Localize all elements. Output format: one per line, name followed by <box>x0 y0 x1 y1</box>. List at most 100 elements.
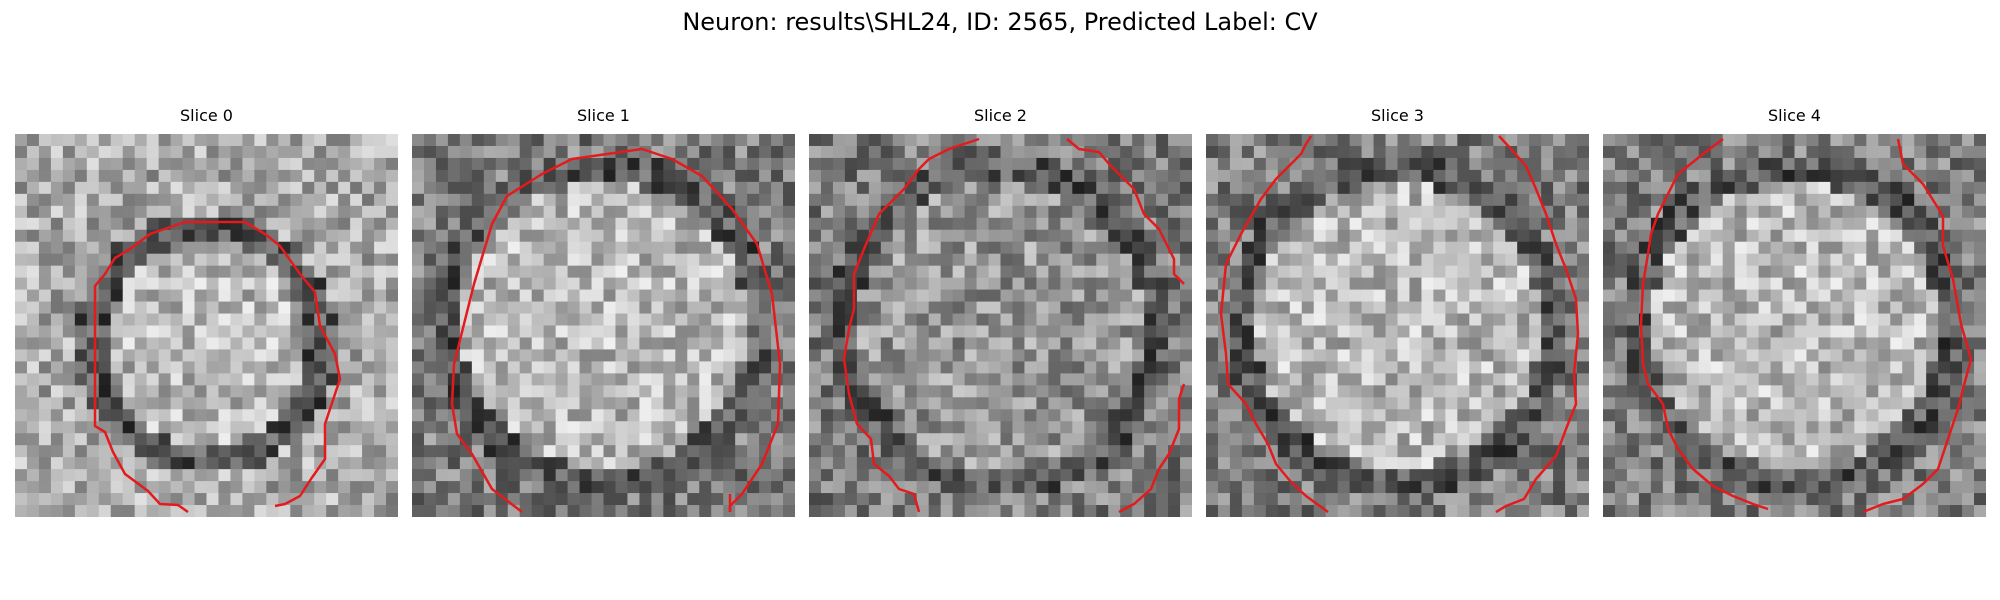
pixel <box>1337 469 1351 482</box>
pixel <box>435 217 449 231</box>
pixel <box>1553 217 1566 231</box>
pixel <box>1156 337 1169 350</box>
pixel <box>1541 229 1554 243</box>
pixel <box>1385 457 1398 470</box>
pixel <box>98 253 112 267</box>
pixel <box>1950 241 1963 255</box>
pixel <box>1614 409 1628 422</box>
pixel <box>1373 253 1387 267</box>
pixel <box>699 313 712 326</box>
pixel <box>567 157 581 171</box>
pixel <box>627 265 640 279</box>
pixel <box>362 217 375 231</box>
pixel <box>326 469 339 482</box>
pixel <box>1168 409 1181 422</box>
pixel <box>627 469 640 482</box>
pixel <box>495 289 509 303</box>
pixel <box>1000 217 1013 231</box>
pixel <box>1638 349 1652 362</box>
pixel <box>50 145 64 159</box>
pixel <box>1289 457 1303 470</box>
pixel <box>483 349 497 362</box>
pixel <box>1878 134 1891 147</box>
pixel <box>964 253 978 267</box>
pixel <box>1638 289 1652 303</box>
pixel <box>844 445 858 458</box>
pixel <box>74 313 88 326</box>
pixel <box>1156 469 1169 482</box>
pixel <box>868 397 882 410</box>
pixel <box>1373 397 1387 410</box>
pixel <box>86 145 100 159</box>
pixel <box>663 193 676 207</box>
pixel <box>1409 289 1422 303</box>
pixel <box>1577 385 1589 398</box>
pixel <box>1156 217 1169 231</box>
pixel <box>1974 205 1986 219</box>
pixel <box>98 301 112 315</box>
pixel <box>579 397 593 410</box>
pixel <box>892 433 906 446</box>
pixel <box>783 457 795 470</box>
pixel <box>1120 433 1133 446</box>
pixel <box>86 229 100 243</box>
pixel <box>1878 313 1891 326</box>
pixel <box>832 181 846 195</box>
pixel <box>964 301 978 315</box>
pixel <box>254 493 267 506</box>
pixel <box>1830 157 1843 171</box>
pixel <box>1481 253 1494 267</box>
pixel <box>747 409 760 422</box>
pixel <box>1505 217 1518 231</box>
pixel <box>735 373 748 386</box>
pixel <box>1385 205 1398 219</box>
pixel <box>687 193 700 207</box>
pixel <box>928 325 942 338</box>
pixel <box>1024 469 1037 482</box>
pixel <box>1866 325 1879 338</box>
pixel <box>362 313 375 326</box>
pixel <box>471 433 485 446</box>
pixel <box>1686 397 1700 410</box>
pixel <box>254 157 267 171</box>
pixel <box>687 241 700 255</box>
pixel <box>940 277 954 291</box>
pixel <box>1603 241 1616 255</box>
pixel <box>735 134 748 147</box>
pixel <box>1902 289 1915 303</box>
pixel <box>1156 481 1169 494</box>
pixel <box>1361 421 1375 434</box>
pixel <box>507 157 521 171</box>
pixel <box>1253 325 1267 338</box>
pixel <box>1457 421 1470 434</box>
pixel <box>1421 134 1434 147</box>
pixel <box>1938 217 1951 231</box>
pixel <box>1806 445 1819 458</box>
pixel <box>1734 457 1748 470</box>
pixel <box>158 421 172 434</box>
pixel <box>1253 169 1267 183</box>
pixel <box>1457 481 1470 494</box>
pixel <box>194 457 207 470</box>
pixel <box>1156 385 1169 398</box>
pixel <box>1313 433 1327 446</box>
pixel <box>1180 205 1192 219</box>
pixel <box>699 397 712 410</box>
pixel <box>146 277 160 291</box>
pixel <box>759 241 772 255</box>
pixel <box>1349 397 1363 410</box>
pixel <box>1385 421 1398 434</box>
pixel <box>1794 289 1807 303</box>
pixel <box>940 421 954 434</box>
pixel <box>230 253 243 267</box>
pixel <box>771 397 784 410</box>
pixel <box>603 457 616 470</box>
pixel <box>1132 445 1145 458</box>
pixel <box>1433 193 1446 207</box>
pixel <box>50 409 64 422</box>
pixel <box>1842 313 1855 326</box>
pixel <box>1565 205 1578 219</box>
pixel <box>1253 181 1267 195</box>
pixel <box>1638 217 1652 231</box>
pixel <box>1301 337 1315 350</box>
